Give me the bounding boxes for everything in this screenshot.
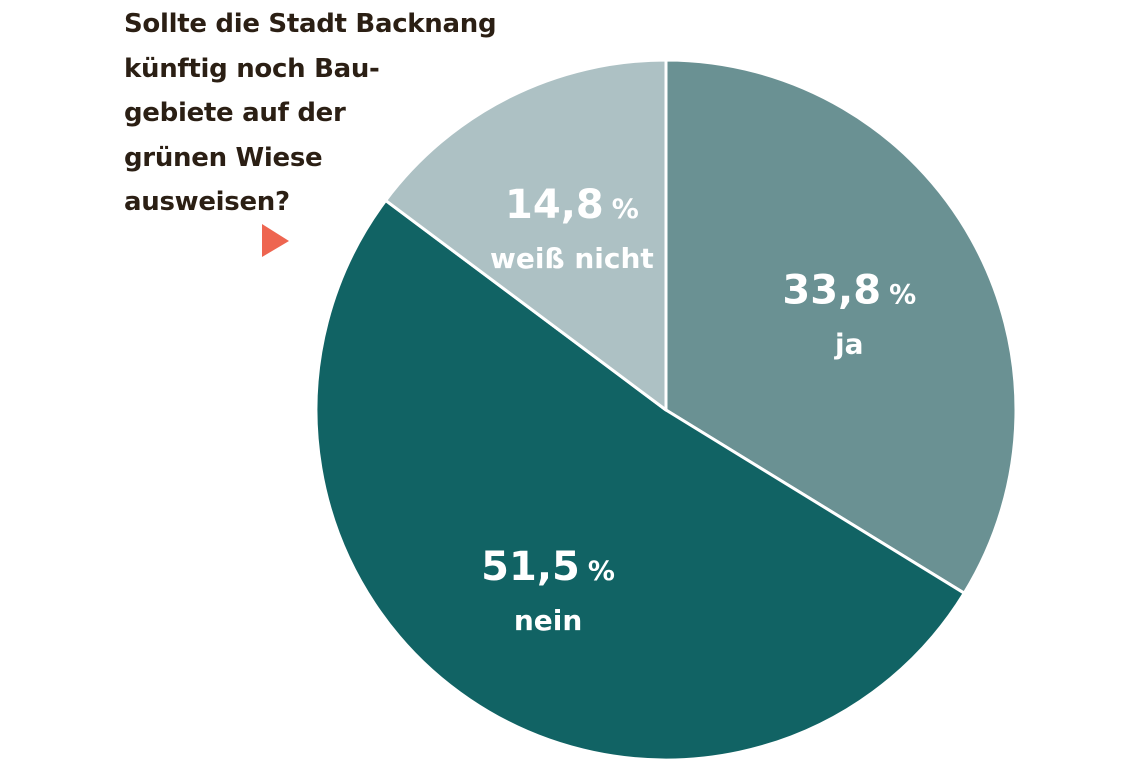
pie-slice-1	[314, 198, 966, 760]
slice-value-label: 51,5%	[481, 544, 615, 590]
slice-value-label: 14,8%	[505, 182, 639, 228]
pie-slice-0	[664, 58, 1018, 595]
pie-labels: 33,8 % ja 51,5 % nein 14,8 % weiß nicht	[481, 182, 916, 637]
pie-slices	[314, 58, 1018, 760]
slice-value-label: 33,8%	[782, 267, 916, 313]
pie-slice-2	[384, 58, 668, 412]
slice-category-label: weiß nicht	[490, 242, 654, 275]
slice-category-label: ja	[834, 327, 864, 360]
triangle-pointer-icon	[262, 224, 289, 257]
chart-title: Sollte die Stadt Backnang künftig noch B…	[124, 9, 497, 217]
slice-category-label: nein	[514, 604, 582, 637]
